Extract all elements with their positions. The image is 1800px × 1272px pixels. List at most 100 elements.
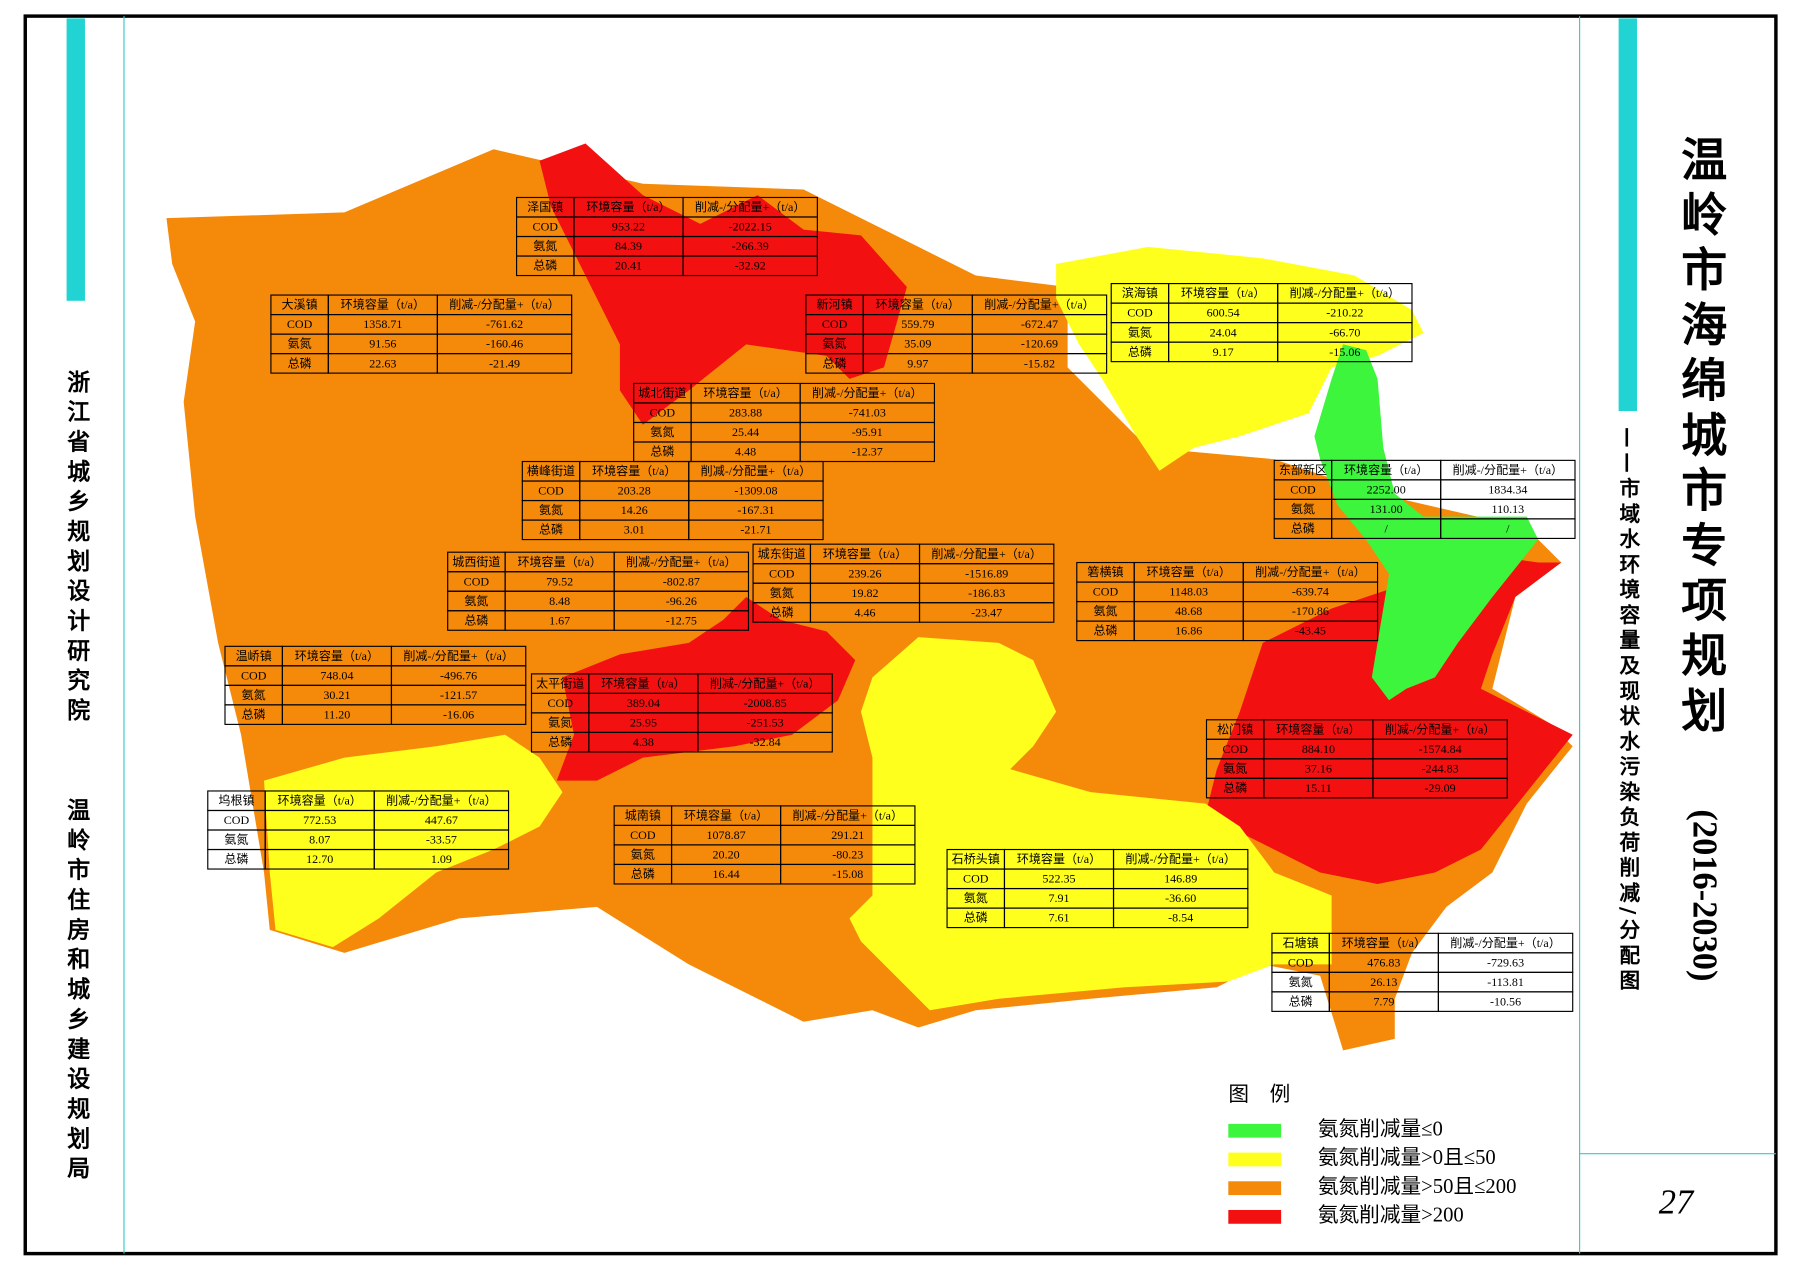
table-value: 总磷	[1289, 994, 1313, 1009]
table-value: 总磷	[964, 910, 988, 925]
table-header: 削减-/分配量+（t/a）	[793, 809, 904, 823]
town-table: 东部新区 环境容量（t/a） 削减-/分配量+（t/a） COD 2252.00 1834…	[1273, 459, 1576, 539]
table-value: -120.69	[1021, 337, 1058, 351]
table-value: COD	[769, 566, 795, 580]
table-value: 9.17	[1213, 345, 1234, 359]
table-cell	[390, 704, 527, 725]
table-value: 12.70	[306, 852, 333, 866]
table-value: -43.45	[1295, 624, 1326, 638]
table-value: 4.38	[633, 735, 654, 749]
table-value: 总磷	[533, 258, 557, 273]
legend-label: 氨氮削减量>200	[1318, 1204, 1464, 1227]
table-header: 削减-/分配量+（t/a）	[403, 649, 514, 663]
table-header: 太平街道	[536, 676, 584, 691]
table-value: 30.21	[323, 688, 350, 702]
table-value: -96.26	[666, 594, 697, 608]
table-value: 4.48	[735, 445, 756, 459]
table-cell	[1372, 777, 1508, 799]
table-value: -23.47	[971, 605, 1002, 619]
table-value: -251.53	[747, 716, 784, 730]
table-value: 氨氮	[631, 847, 655, 862]
table-value: 氨氮	[964, 890, 988, 905]
table-value: 氨氮	[1289, 974, 1313, 989]
town-table: 坞根镇 环境容量（t/a） 削减-/分配量+（t/a） COD 772.53 447.67…	[207, 790, 510, 870]
table-value: -761.62	[486, 317, 523, 331]
table-value: -1574.84	[1419, 742, 1462, 756]
table-header: 滨海镇	[1122, 285, 1158, 300]
table-header: 削减-/分配量+（t/a）	[626, 555, 737, 569]
table-value: -113.81	[1487, 975, 1524, 989]
table-header: 城东街道	[758, 547, 806, 561]
table-value: -8.54	[1168, 911, 1193, 925]
table-value: -29.09	[1425, 781, 1456, 795]
table-header: 削减-/分配量+（t/a）	[695, 200, 806, 214]
table-value: 48.68	[1175, 604, 1202, 618]
table-value: 291.21	[831, 828, 864, 842]
table-header: 削减-/分配量+（t/a）	[449, 298, 560, 312]
table-header: 横峰街道	[527, 464, 575, 478]
table-value: 7.91	[1048, 891, 1069, 905]
table-value: COD	[1288, 956, 1314, 970]
table-value: 1078.87	[707, 828, 746, 842]
table-value: COD	[533, 220, 559, 234]
table-value: -15.08	[832, 867, 863, 881]
table-value: 14.26	[621, 503, 648, 517]
table-value: 16.44	[713, 867, 740, 881]
table-header: 削减-/分配量+（t/a）	[710, 677, 821, 691]
table-value: 25.44	[732, 425, 759, 439]
table-header: 削减-/分配量+（t/a）	[1125, 852, 1236, 866]
table-header: 环境容量（t/a）	[1017, 851, 1101, 866]
table-value: -33.57	[426, 833, 457, 847]
table-value: 总磷	[823, 355, 847, 370]
table-value: 总磷	[770, 604, 794, 619]
table-header: 环境容量（t/a）	[586, 199, 670, 214]
table-value: -21.71	[740, 523, 771, 537]
legend-swatch	[1228, 1123, 1282, 1138]
subtitle: ——市域水环境容量及现状水污染负荷削减/分配图	[1616, 427, 1641, 995]
town-table: 石桥头镇 环境容量（t/a） 削减-/分配量+（t/a） COD 522.35 146.8…	[946, 848, 1249, 929]
table-header: 东部新区	[1279, 462, 1327, 477]
town-table: 石塘镇 环境容量（t/a） 削减-/分配量+（t/a） COD 476.83 -729.6…	[1271, 932, 1574, 1012]
table-header: 环境容量（t/a）	[341, 297, 425, 312]
table-value: 氨氮	[650, 424, 674, 439]
table-value: COD	[538, 484, 564, 498]
table-value: COD	[650, 406, 676, 420]
table-value: 氨氮	[288, 336, 312, 351]
table-value: COD	[464, 574, 490, 588]
table-value: COD	[1222, 742, 1248, 756]
legend-swatch	[1228, 1152, 1282, 1167]
table-header: 削减-/分配量+（t/a）	[1450, 936, 1561, 950]
table-value: 1.67	[549, 613, 570, 627]
table-value: -121.57	[440, 688, 477, 702]
table-value: COD	[287, 317, 313, 331]
table-value: COD	[241, 669, 267, 683]
table-value: 26.13	[1370, 975, 1397, 989]
frame	[23, 14, 1778, 1256]
accent-bar	[66, 18, 85, 301]
table-value: -672.47	[1021, 317, 1058, 331]
table-header: 城西街道	[452, 555, 500, 569]
table-value: -244.83	[1422, 762, 1459, 776]
town-table: 城北街道 环境容量（t/a） 削减-/分配量+（t/a） COD 283.88 -741.…	[633, 382, 936, 463]
table-header: 坞根镇	[218, 793, 254, 808]
table-value: -1516.89	[965, 566, 1008, 580]
table-value: 110.13	[1492, 502, 1525, 516]
table-header: 削减-/分配量+（t/a）	[701, 464, 812, 478]
table-value: 1358.71	[363, 317, 402, 331]
accent-bar	[1618, 18, 1637, 412]
table-value: 氨氮	[1223, 761, 1247, 776]
region-yellow-southwest	[264, 734, 563, 948]
table-value: 氨氮	[1291, 501, 1315, 516]
table-header: 环境容量（t/a）	[517, 554, 601, 569]
table-value: -36.60	[1165, 891, 1196, 905]
table-value: 总磷	[650, 444, 674, 459]
table-value: 91.56	[369, 337, 396, 351]
table-value: -80.23	[832, 848, 863, 862]
table-value: -266.39	[732, 239, 769, 253]
table-value: 20.41	[615, 259, 642, 273]
table-value: 884.10	[1302, 742, 1335, 756]
region-green	[1314, 344, 1539, 701]
table-value: 748.04	[320, 669, 353, 683]
table-value: -16.06	[443, 708, 474, 722]
